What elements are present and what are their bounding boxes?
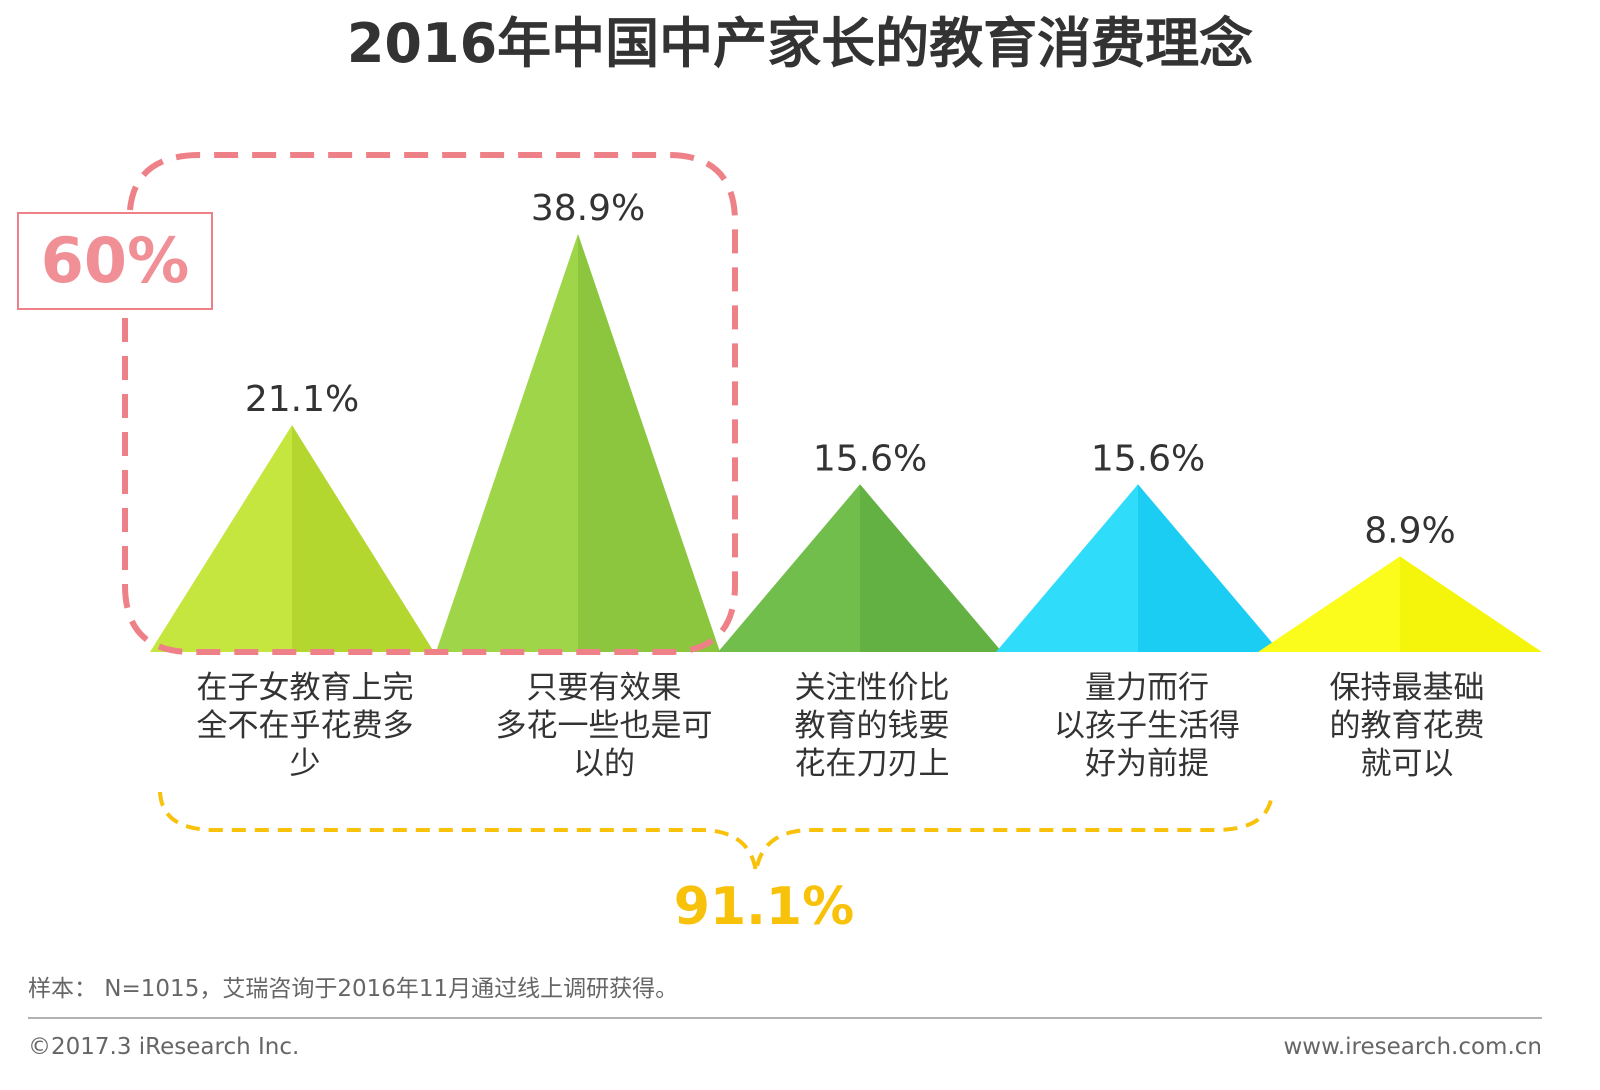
bar-triangle-right xyxy=(292,425,434,652)
category-label-line: 好为前提 xyxy=(1085,746,1209,782)
value-label: 15.6% xyxy=(813,438,927,479)
category-label-line: 量力而行 xyxy=(1085,670,1209,706)
category-label-line: 以的 xyxy=(573,746,635,782)
category-label-line: 的教育花费 xyxy=(1330,708,1485,744)
bar-triangle-right xyxy=(860,484,1002,652)
category-label-line: 少 xyxy=(290,746,321,782)
website: www.iresearch.com.cn xyxy=(1284,1034,1543,1060)
category-label-line: 多花一些也是可 xyxy=(496,708,713,744)
bar-triangle-left xyxy=(436,233,578,652)
category-label-line: 教育的钱要 xyxy=(795,708,950,744)
bar-triangle-left xyxy=(718,484,860,652)
value-label: 15.6% xyxy=(1091,438,1205,479)
value-label: 8.9% xyxy=(1364,510,1455,551)
category-label-line: 以孩子生活得 xyxy=(1054,708,1240,744)
copyright: ©2017.3 iResearch Inc. xyxy=(28,1034,299,1060)
value-label: 21.1% xyxy=(245,379,359,420)
category-label-line: 就可以 xyxy=(1361,746,1454,782)
category-label-line: 全不在乎花费多 xyxy=(197,708,414,744)
chart-title: 2016年中国中产家长的教育消费理念 xyxy=(347,12,1253,75)
group1-label: 60% xyxy=(41,224,189,297)
category-label-line: 关注性价比 xyxy=(795,670,950,706)
bar-triangle-right xyxy=(1400,556,1542,652)
value-label: 38.9% xyxy=(531,188,645,229)
category-label-line: 只要有效果 xyxy=(527,670,682,706)
bar-triangle-left xyxy=(996,484,1138,652)
category-label-line: 在子女教育上完 xyxy=(197,670,414,706)
bar-triangle-left xyxy=(1258,556,1400,652)
bar-triangle-right xyxy=(578,233,720,652)
group1-label-box xyxy=(17,212,213,310)
group1-bracket xyxy=(122,152,738,655)
group2-label: 91.1% xyxy=(674,877,854,937)
source-note: 样本： N=1015，艾瑞咨询于2016年11月通过线上调研获得。 xyxy=(28,976,678,1002)
category-label-line: 花在刀刃上 xyxy=(795,746,950,782)
group2-brace xyxy=(158,791,1274,873)
category-label-line: 保持最基础 xyxy=(1330,670,1485,706)
bar-triangle-left xyxy=(150,425,292,652)
bar-triangle-right xyxy=(1138,484,1280,652)
